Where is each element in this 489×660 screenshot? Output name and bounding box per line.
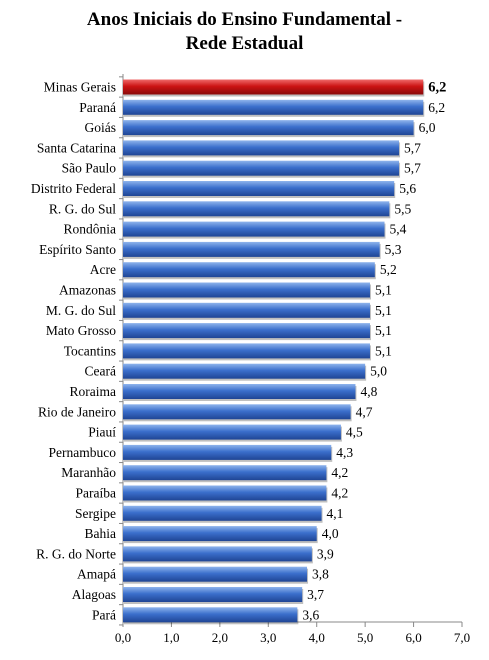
bar [123,282,370,298]
x-tick-label: 7,0 [454,630,470,645]
category-label: Distrito Federal [31,181,116,196]
value-label: 5,1 [375,323,392,338]
bar [123,323,370,339]
bar [123,160,400,176]
category-label: Mato Grosso [46,323,116,338]
bar [123,241,380,257]
bar [123,363,366,379]
bar [123,221,385,237]
bar [123,485,327,501]
bar [123,343,370,359]
value-label: 5,2 [380,262,397,277]
category-label: Minas Gerais [44,80,116,95]
value-label: 4,5 [346,425,363,440]
category-label: Pernambuco [49,445,117,460]
category-label: Roraima [70,384,117,399]
category-label: Rio de Janeiro [38,404,116,419]
bar-highlight [123,79,424,95]
value-label: 5,5 [394,201,411,216]
x-tick-label: 2,0 [212,630,228,645]
bar [123,526,317,542]
bar [123,181,395,196]
bar [123,566,308,582]
bar [123,424,341,440]
category-label: R. G. do Norte [36,546,116,561]
bar [123,465,327,481]
value-label: 3,7 [307,587,324,602]
x-tick-label: 3,0 [260,630,276,645]
category-label: Ceará [85,364,116,379]
value-label: 4,8 [360,384,377,399]
value-label: 6,2 [428,80,446,96]
value-label: 3,6 [302,607,319,622]
bar [123,140,400,156]
bar [123,99,424,115]
bar [123,505,322,521]
value-label: 5,1 [375,343,392,358]
bar [123,587,303,602]
bar [123,201,390,217]
bar [123,384,356,399]
x-tick-label: 4,0 [309,630,325,645]
value-label: 5,7 [404,161,421,176]
value-label: 5,4 [390,222,407,237]
value-label: 3,8 [312,567,329,582]
value-label: 4,7 [356,404,373,419]
value-label: 5,7 [404,140,421,155]
category-label: São Paulo [62,161,117,176]
value-label: 6,2 [428,100,445,115]
bar-layer [123,79,425,625]
chart-title-line-1: Anos Iniciais do Ensino Fundamental - [86,9,403,30]
category-label: Piauí [88,425,116,440]
value-label: 4,3 [336,445,353,460]
value-label: 5,1 [375,283,392,298]
category-label: Goiás [85,120,117,135]
category-label: Bahia [85,526,117,541]
bar [123,546,312,562]
chart-title-line-2: Rede Estadual [185,33,304,54]
value-label: 5,1 [375,303,392,318]
category-label: Espírito Santo [39,242,116,257]
value-label: 5,6 [399,181,416,196]
value-label: 5,3 [385,242,402,257]
x-tick-label: 5,0 [357,630,373,645]
value-label: 3,9 [317,546,334,561]
bar [123,120,414,136]
category-label: Sergipe [75,506,116,521]
category-label: Amazonas [59,283,116,298]
bar [123,444,332,460]
category-label: Paraná [79,100,116,115]
category-label: Tocantins [64,343,116,358]
chart-title: Anos Iniciais do Ensino Fundamental - Re… [0,8,489,56]
x-tick-label: 0,0 [115,630,131,645]
category-label: Acre [90,262,116,277]
value-label: 4,2 [331,465,348,480]
category-label: Maranhão [61,465,116,480]
label-layer: Minas Gerais 6,2 Paraná 6,2 Goiás 6,0 Santa Ca… [31,80,446,623]
value-label: 5,0 [370,364,387,379]
value-label: 4,1 [327,506,344,521]
value-label: 4,2 [331,486,348,501]
category-label: M. G. do Sul [46,303,116,318]
category-label: Rondônia [64,222,117,237]
category-label: Alagoas [72,587,116,602]
category-label: Paraíba [76,486,116,501]
category-label: Amapá [77,567,116,582]
category-label: R. G. do Sul [49,201,116,216]
x-tick-label: 1,0 [163,630,179,645]
category-label: Santa Catarina [37,140,116,155]
category-label: Pará [92,607,116,622]
bar [123,302,370,318]
value-label: 6,0 [419,120,436,135]
bar [123,404,351,420]
bar [123,262,375,278]
value-label: 4,0 [322,526,339,541]
bar [123,607,298,623]
x-tick-label: 6,0 [405,630,421,645]
